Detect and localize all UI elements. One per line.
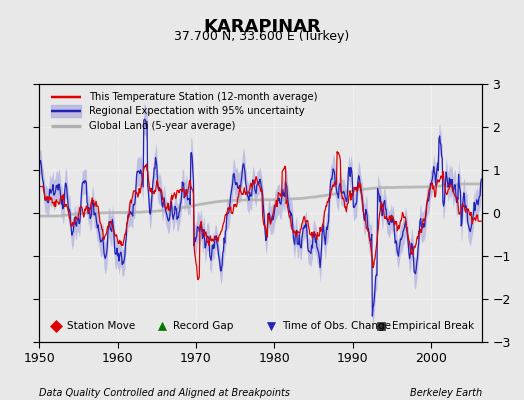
Text: KARAPINAR: KARAPINAR	[203, 18, 321, 36]
Text: Berkeley Earth: Berkeley Earth	[410, 388, 482, 398]
Text: This Temperature Station (12-month average): This Temperature Station (12-month avera…	[89, 92, 318, 102]
Text: Time of Obs. Change: Time of Obs. Change	[282, 321, 391, 331]
Text: Station Move: Station Move	[67, 321, 135, 331]
Text: Empirical Break: Empirical Break	[392, 321, 474, 331]
Text: 37.700 N, 33.600 E (Turkey): 37.700 N, 33.600 E (Turkey)	[174, 30, 350, 43]
Text: Global Land (5-year average): Global Land (5-year average)	[89, 121, 236, 131]
Text: Data Quality Controlled and Aligned at Breakpoints: Data Quality Controlled and Aligned at B…	[39, 388, 290, 398]
Text: Record Gap: Record Gap	[172, 321, 233, 331]
Text: Regional Expectation with 95% uncertainty: Regional Expectation with 95% uncertaint…	[89, 106, 305, 116]
